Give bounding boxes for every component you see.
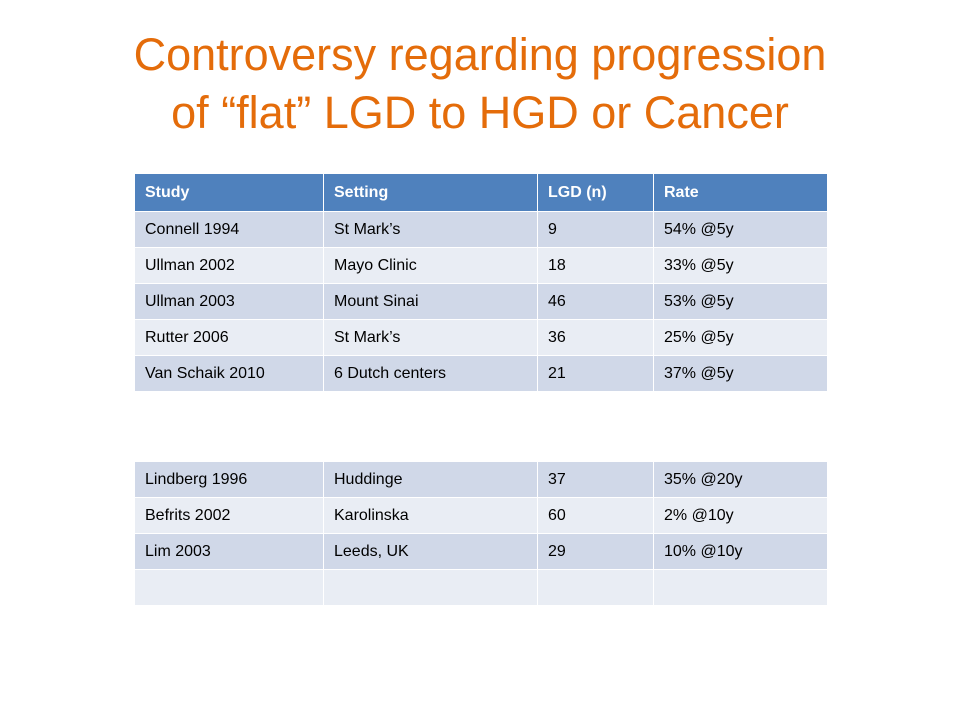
cell-study: Van Schaik 2010: [134, 355, 324, 392]
cell-setting: St Mark’s: [323, 211, 538, 248]
column-header-setting: Setting: [323, 173, 538, 212]
cell-study: Ullman 2002: [134, 247, 324, 284]
cell-lgd-n: 29: [537, 533, 654, 570]
cell-setting: [323, 569, 538, 606]
cell-rate: [653, 569, 828, 606]
table-header-row: Study Setting LGD (n) Rate: [134, 173, 828, 212]
cell-study: Ullman 2003: [134, 283, 324, 320]
cell-lgd-n: 21: [537, 355, 654, 392]
cell-study: Lindberg 1996: [134, 461, 324, 498]
cell-rate: 53% @5y: [653, 283, 828, 320]
cell-setting: Mayo Clinic: [323, 247, 538, 284]
table-row: Lim 2003 Leeds, UK 29 10% @10y: [134, 533, 828, 570]
table-row: Ullman 2003 Mount Sinai 46 53% @5y: [134, 283, 828, 320]
column-header-study: Study: [134, 173, 324, 212]
cell-rate: 25% @5y: [653, 319, 828, 356]
cell-rate: 35% @20y: [653, 461, 828, 498]
cell-setting: Karolinska: [323, 497, 538, 534]
table-row: Rutter 2006 St Mark’s 36 25% @5y: [134, 319, 828, 356]
cell-study: Befrits 2002: [134, 497, 324, 534]
cell-rate: 2% @10y: [653, 497, 828, 534]
table-row: Lindberg 1996 Huddinge 37 35% @20y: [134, 461, 828, 498]
cell-study: Lim 2003: [134, 533, 324, 570]
cell-lgd-n: 37: [537, 461, 654, 498]
cell-study: [134, 569, 324, 606]
cell-lgd-n: 18: [537, 247, 654, 284]
slide-title: Controversy regarding progression of “fl…: [40, 26, 920, 142]
studies-table-primary: Study Setting LGD (n) Rate Connell 1994 …: [134, 173, 828, 392]
column-header-lgd-n: LGD (n): [537, 173, 654, 212]
table-row-empty: [134, 569, 828, 606]
cell-lgd-n: 9: [537, 211, 654, 248]
cell-setting: Leeds, UK: [323, 533, 538, 570]
slide-title-line-2: of “flat” LGD to HGD or Cancer: [171, 87, 789, 138]
cell-setting: 6 Dutch centers: [323, 355, 538, 392]
table-row: Van Schaik 2010 6 Dutch centers 21 37% @…: [134, 355, 828, 392]
cell-rate: 10% @10y: [653, 533, 828, 570]
cell-rate: 54% @5y: [653, 211, 828, 248]
column-header-rate: Rate: [653, 173, 828, 212]
cell-study: Connell 1994: [134, 211, 324, 248]
cell-setting: St Mark’s: [323, 319, 538, 356]
cell-rate: 37% @5y: [653, 355, 828, 392]
cell-setting: Mount Sinai: [323, 283, 538, 320]
table-row: Befrits 2002 Karolinska 60 2% @10y: [134, 497, 828, 534]
cell-lgd-n: 60: [537, 497, 654, 534]
cell-study: Rutter 2006: [134, 319, 324, 356]
studies-table-secondary: Lindberg 1996 Huddinge 37 35% @20y Befri…: [134, 461, 828, 606]
cell-lgd-n: 36: [537, 319, 654, 356]
slide-title-line-1: Controversy regarding progression: [133, 29, 827, 80]
table-row: Ullman 2002 Mayo Clinic 18 33% @5y: [134, 247, 828, 284]
cell-lgd-n: [537, 569, 654, 606]
table-row: Connell 1994 St Mark’s 9 54% @5y: [134, 211, 828, 248]
cell-setting: Huddinge: [323, 461, 538, 498]
cell-lgd-n: 46: [537, 283, 654, 320]
cell-rate: 33% @5y: [653, 247, 828, 284]
